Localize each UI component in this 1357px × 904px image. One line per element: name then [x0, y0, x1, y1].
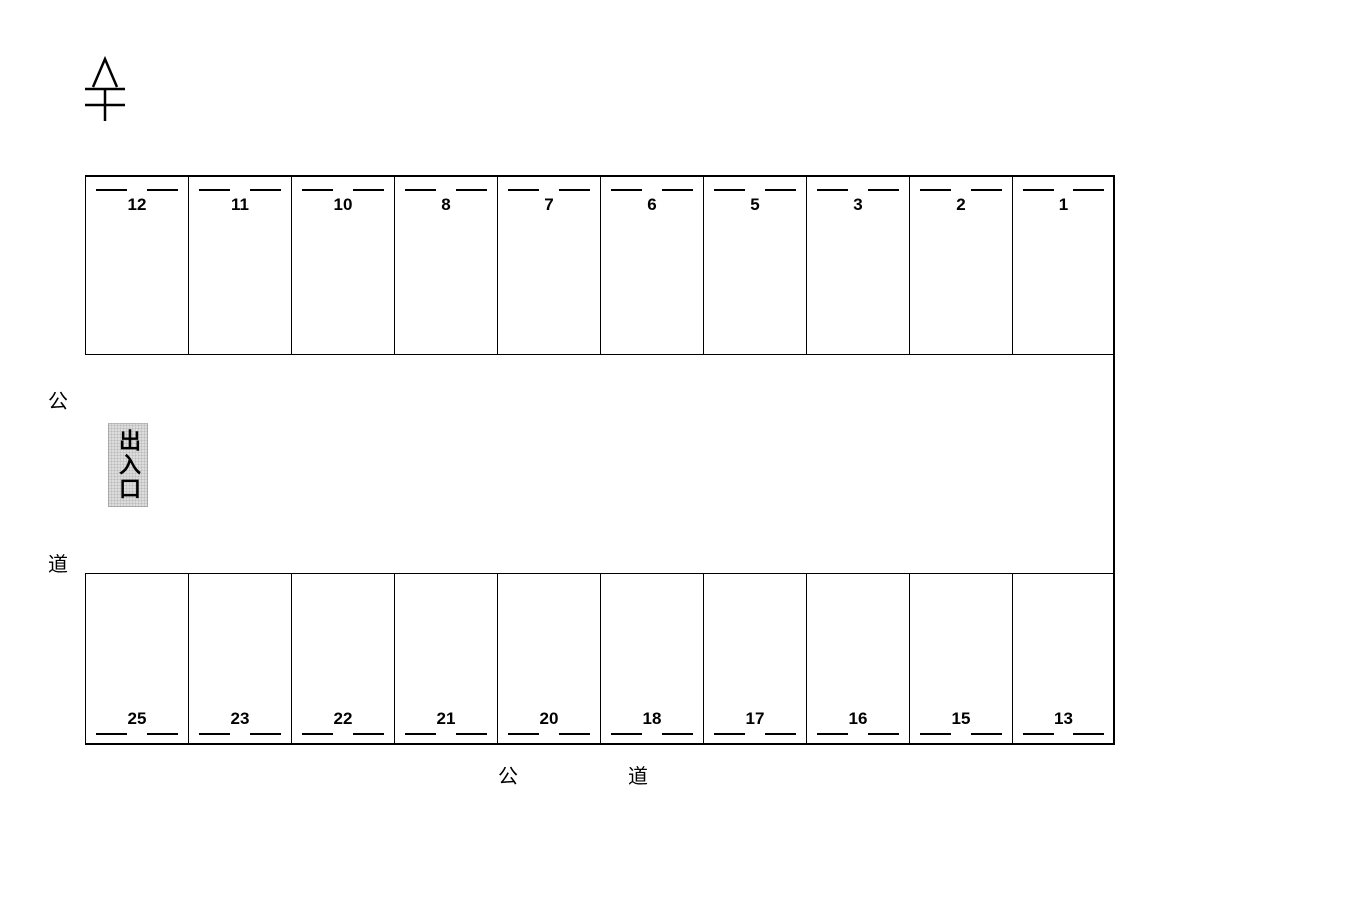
- stall-row-top: 1211108765321: [85, 175, 1115, 355]
- parking-stall: 16: [806, 573, 909, 745]
- bottom-road-label: 公道: [498, 760, 758, 789]
- stall-number: 17: [704, 709, 806, 729]
- stall-number: 11: [189, 195, 291, 215]
- north-arrow-icon: [85, 55, 125, 125]
- parking-stall: 15: [909, 573, 1012, 745]
- parking-stall: 18: [600, 573, 703, 745]
- lot-east-wall: [1113, 175, 1115, 745]
- stall-number: 25: [86, 709, 188, 729]
- stall-number: 3: [807, 195, 909, 215]
- stall-number: 12: [86, 195, 188, 215]
- parking-stall: 21: [394, 573, 497, 745]
- parking-stall: 6: [600, 175, 703, 355]
- left-road-char-1: 公: [48, 385, 68, 414]
- stall-number: 10: [292, 195, 394, 215]
- stall-number: 8: [395, 195, 497, 215]
- stall-number: 6: [601, 195, 703, 215]
- parking-stall: 23: [188, 573, 291, 745]
- parking-stall: 1: [1012, 175, 1115, 355]
- stall-number: 2: [910, 195, 1012, 215]
- parking-stall: 12: [85, 175, 188, 355]
- parking-stall: 10: [291, 175, 394, 355]
- stall-number: 18: [601, 709, 703, 729]
- gate-label: 出入口: [108, 423, 148, 507]
- stall-number: 22: [292, 709, 394, 729]
- parking-stall: 3: [806, 175, 909, 355]
- stall-row-bottom: 25232221201817161513: [85, 573, 1115, 745]
- stall-number: 5: [704, 195, 806, 215]
- left-road-char-2: 道: [48, 548, 68, 577]
- parking-stall: 20: [497, 573, 600, 745]
- parking-stall: 8: [394, 175, 497, 355]
- parking-stall: 5: [703, 175, 806, 355]
- stall-number: 1: [1013, 195, 1114, 215]
- stall-number: 7: [498, 195, 600, 215]
- parking-stall: 13: [1012, 573, 1115, 745]
- stall-number: 13: [1013, 709, 1114, 729]
- parking-stall: 22: [291, 573, 394, 745]
- stall-number: 23: [189, 709, 291, 729]
- parking-stall: 7: [497, 175, 600, 355]
- stall-number: 15: [910, 709, 1012, 729]
- stall-number: 21: [395, 709, 497, 729]
- stall-number: 16: [807, 709, 909, 729]
- parking-stall: 25: [85, 573, 188, 745]
- parking-stall: 2: [909, 175, 1012, 355]
- stall-number: 20: [498, 709, 600, 729]
- parking-diagram: 1211108765321 25232221201817161513 出入口 公…: [0, 0, 1357, 904]
- parking-stall: 17: [703, 573, 806, 745]
- parking-stall: 11: [188, 175, 291, 355]
